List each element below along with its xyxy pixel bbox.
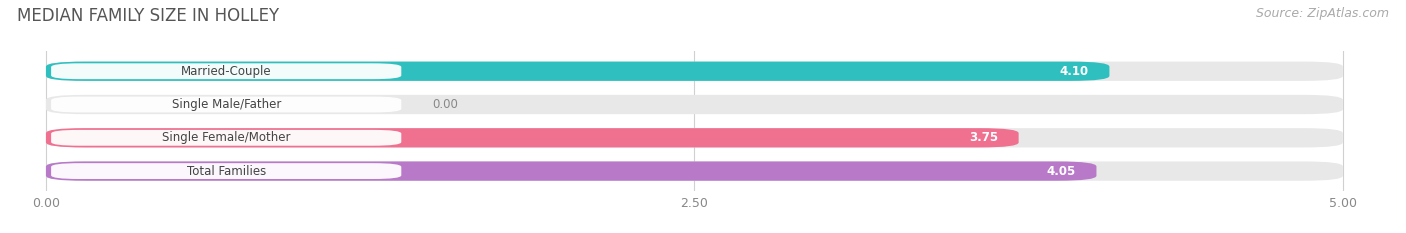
Text: 4.05: 4.05 <box>1046 164 1076 178</box>
Text: Married-Couple: Married-Couple <box>181 65 271 78</box>
Text: MEDIAN FAMILY SIZE IN HOLLEY: MEDIAN FAMILY SIZE IN HOLLEY <box>17 7 278 25</box>
Text: Source: ZipAtlas.com: Source: ZipAtlas.com <box>1256 7 1389 20</box>
Text: Single Male/Father: Single Male/Father <box>172 98 281 111</box>
Text: 4.10: 4.10 <box>1060 65 1088 78</box>
Text: 0.00: 0.00 <box>433 98 458 111</box>
FancyBboxPatch shape <box>46 62 1109 81</box>
Text: Single Female/Mother: Single Female/Mother <box>162 131 291 144</box>
FancyBboxPatch shape <box>46 95 1343 114</box>
FancyBboxPatch shape <box>46 161 1097 181</box>
FancyBboxPatch shape <box>46 128 1018 147</box>
FancyBboxPatch shape <box>51 163 401 179</box>
FancyBboxPatch shape <box>51 130 401 146</box>
Text: Total Families: Total Families <box>187 164 266 178</box>
FancyBboxPatch shape <box>51 63 401 79</box>
Text: 3.75: 3.75 <box>969 131 998 144</box>
FancyBboxPatch shape <box>46 128 1343 147</box>
FancyBboxPatch shape <box>51 97 401 113</box>
FancyBboxPatch shape <box>46 62 1343 81</box>
FancyBboxPatch shape <box>46 161 1343 181</box>
